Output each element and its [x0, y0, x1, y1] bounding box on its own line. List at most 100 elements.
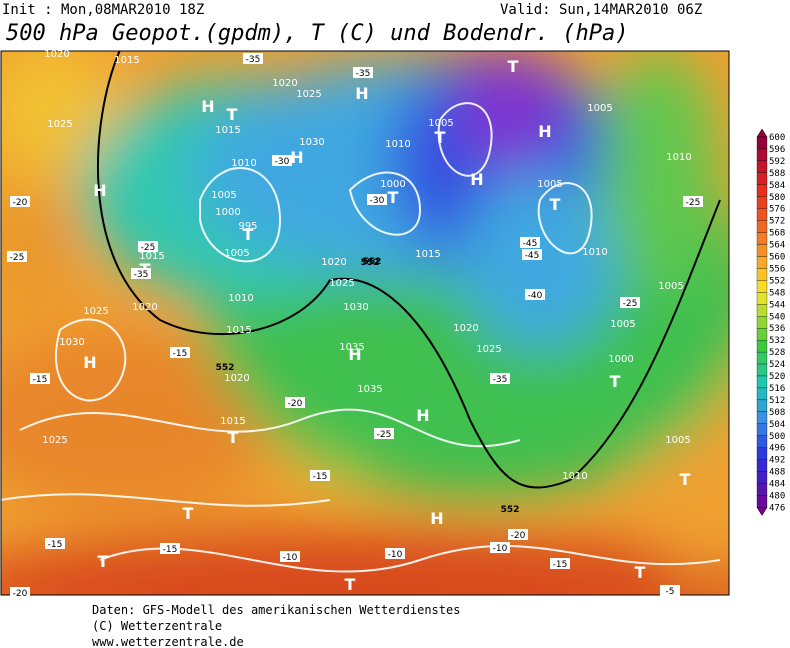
pressure-center: H — [538, 122, 551, 141]
temp-label-box — [45, 538, 65, 549]
map-title: 500 hPa Geopot.(gpdm), T (C) und Bodendr… — [6, 21, 629, 46]
isobar-label: 1010 — [582, 247, 607, 258]
temp-label: -35 — [493, 375, 508, 385]
colorbar-swatch — [756, 316, 768, 329]
isobar-label: 1015 — [215, 125, 240, 136]
colorbar-label: 496 — [769, 444, 785, 454]
valid-time: Valid: Sun,14MAR2010 06Z — [500, 2, 702, 18]
isobar-label: 1020 — [44, 49, 69, 60]
colorbar-swatch — [756, 232, 768, 245]
temp-label: -15 — [313, 472, 328, 482]
colorbar-swatch — [756, 208, 768, 221]
isobar-label: 1020 — [132, 302, 157, 313]
isobar-label: 1020 — [321, 257, 346, 268]
temp-label-box — [131, 268, 151, 279]
temp-label: -35 — [246, 55, 261, 65]
isobar-label: 1025 — [83, 306, 108, 317]
colorbar-label: 540 — [769, 312, 785, 322]
isobar-label: 1005 — [610, 319, 635, 330]
temp-label-box — [683, 196, 703, 207]
isobar-label: 1005 — [537, 179, 562, 190]
isobar-label: 1025 — [47, 119, 72, 130]
pressure-center: T — [680, 470, 691, 489]
isobar-label: 1015 — [226, 325, 251, 336]
pressure-center: T — [610, 372, 621, 391]
isobar-label: 1030 — [299, 137, 324, 148]
pressure-center: H — [93, 181, 106, 200]
isobar-label: 1005 — [428, 118, 453, 129]
isobar-label: 1005 — [211, 190, 236, 201]
pressure-center: H — [83, 353, 96, 372]
pressure-center: T — [345, 575, 356, 594]
colorbar-label: 512 — [769, 396, 785, 406]
temp-label: -25 — [10, 253, 25, 263]
isobar-label: 1000 — [215, 207, 240, 218]
colorbar-swatch — [756, 447, 768, 460]
isobar-label: 1030 — [59, 337, 84, 348]
temp-label: -20 — [13, 589, 28, 599]
temp-label-box — [374, 428, 394, 439]
temp-label: -5 — [666, 587, 675, 597]
colorbar-label: 488 — [769, 468, 785, 478]
temp-label: -25 — [686, 198, 701, 208]
colorbar-label: 568 — [769, 229, 785, 239]
temp-label: -15 — [163, 545, 178, 555]
colorbar-label: 572 — [769, 217, 785, 227]
isobar-label: 1025 — [296, 89, 321, 100]
temp-label-box — [385, 548, 405, 559]
isobar-label: 1005 — [658, 281, 683, 292]
colorbar-swatch — [756, 244, 768, 257]
temp-label: -15 — [33, 375, 48, 385]
isobar-label: 1020 — [453, 323, 478, 334]
isobar-label: 1000 — [608, 354, 633, 365]
colorbar-label: 552 — [769, 276, 785, 286]
colorbar-swatch — [756, 136, 768, 150]
isobar-label: 1005 — [224, 248, 249, 259]
temp-label: -35 — [134, 270, 149, 280]
isobar-label: 1020 — [272, 78, 297, 89]
isobar-label: 1015 — [114, 55, 139, 66]
colorbar-swatch — [756, 399, 768, 412]
colorbar-swatch — [756, 435, 768, 448]
colorbar-label: 528 — [769, 348, 785, 358]
colorbar-swatch — [756, 351, 768, 365]
temp-label-box — [353, 67, 373, 78]
colorbar-swatch — [756, 304, 768, 317]
temp-label-box — [280, 551, 300, 562]
isobar-label: 1015 — [220, 416, 245, 427]
isobar-label: 1010 — [228, 293, 253, 304]
website: www.wetterzentrale.de — [92, 635, 244, 648]
temp-label: -15 — [553, 560, 568, 570]
temp-label-box — [310, 470, 330, 481]
isobar-label: 1010 — [666, 152, 691, 163]
colorbar-label: 556 — [769, 264, 785, 274]
colorbar-label: 520 — [769, 372, 785, 382]
isobar-label: 1030 — [343, 302, 368, 313]
pressure-center: H — [348, 345, 361, 364]
isobar-label: 1035 — [339, 342, 364, 353]
copyright: (C) Wetterzentrale — [92, 619, 222, 633]
pressure-center: T — [227, 105, 238, 124]
temp-label: -25 — [141, 243, 156, 253]
colorbar-label: 588 — [769, 169, 785, 179]
colorbar-label: 480 — [769, 492, 785, 502]
colorbar-label: 600 — [769, 133, 785, 143]
colorbar-label: 592 — [769, 157, 785, 167]
colorbar-label: 584 — [769, 181, 785, 191]
temp-label: -25 — [623, 299, 638, 309]
temp-label: -45 — [523, 239, 538, 249]
colorbar-label: 532 — [769, 336, 785, 346]
colorbar-swatch — [756, 148, 768, 162]
temp-label: -25 — [377, 430, 392, 440]
colorbar-swatch — [756, 184, 768, 197]
isobar-label: 1025 — [329, 278, 354, 289]
contour-label: 552 — [216, 363, 235, 373]
colorbar-label: 544 — [769, 300, 785, 310]
colorbar-swatch — [756, 268, 768, 281]
isobar-label: 1015 — [139, 251, 164, 262]
colorbar-swatch — [756, 339, 768, 353]
colorbar-label: 476 — [769, 503, 785, 513]
colorbar-swatch — [756, 220, 768, 233]
temp-label: -20 — [288, 399, 303, 409]
